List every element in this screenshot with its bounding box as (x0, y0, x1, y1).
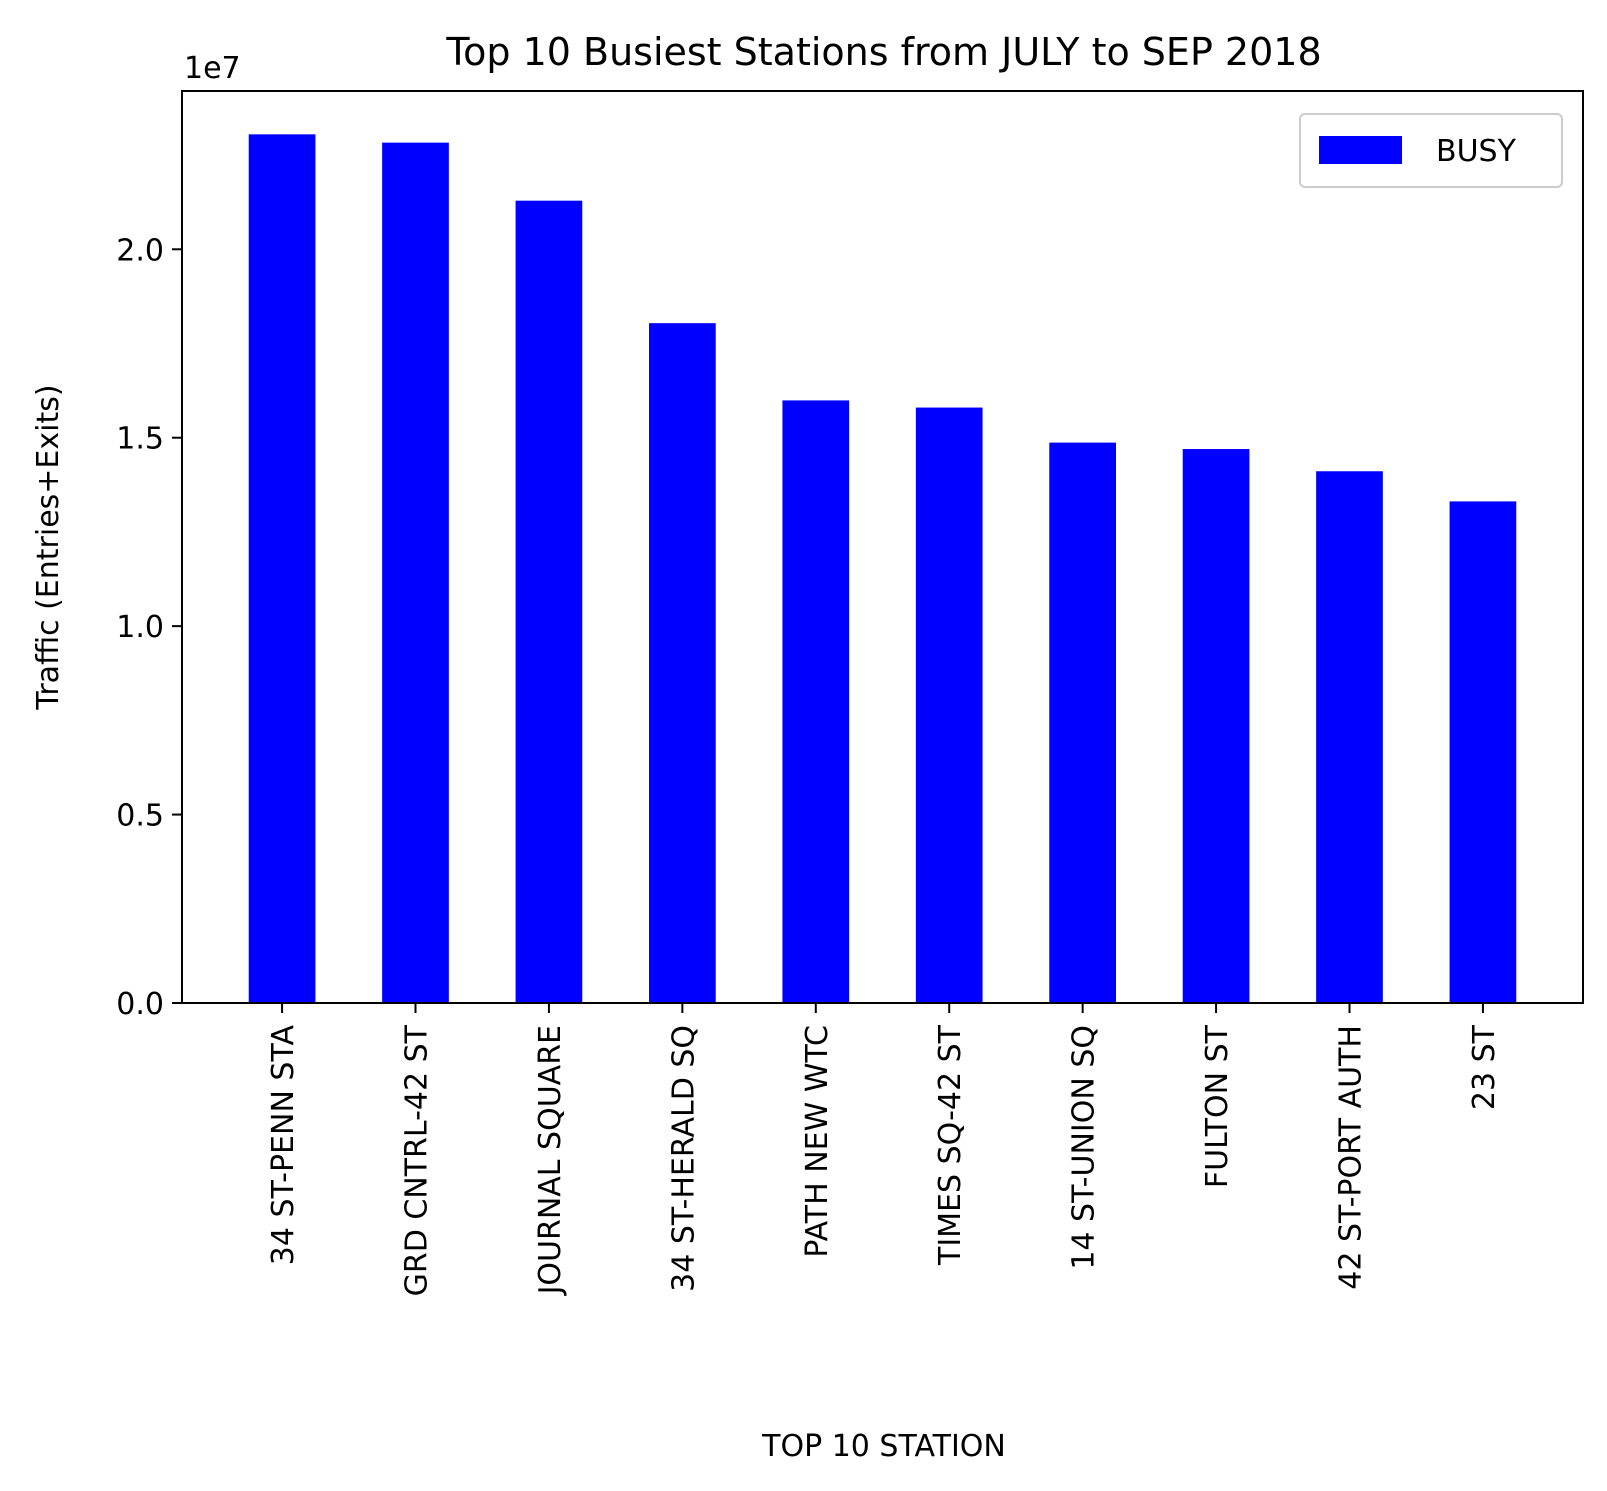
bar (649, 323, 716, 1003)
bar (1449, 501, 1517, 1003)
bar (915, 407, 983, 1003)
bar (1316, 471, 1383, 1003)
bar (1182, 449, 1250, 1003)
x-tick-label: 14 ST-UNION SQ (1067, 1025, 1102, 1270)
y-tick-label: 1.5 (116, 422, 164, 457)
x-axis-label: TOP 10 STATION (761, 1429, 1006, 1464)
bar (782, 400, 850, 1003)
chart-title: Top 10 Busiest Stations from JULY to SEP… (445, 30, 1321, 74)
legend-frame (1299, 113, 1563, 188)
y-axis-label: Traffic (Entries+Exits) (31, 384, 66, 710)
x-tick-label: JOURNAL SQUARE (533, 1025, 568, 1296)
bar (1049, 442, 1116, 1003)
legend-label: BUSY (1436, 134, 1517, 169)
legend-swatch (1319, 136, 1402, 164)
x-tick-label: FULTON ST (1200, 1024, 1235, 1188)
y-offset-label: 1e7 (184, 51, 241, 86)
x-tick-label: 42 ST-PORT AUTH (1334, 1025, 1369, 1290)
bar (248, 134, 316, 1004)
y-tick-label: 1.0 (116, 610, 164, 645)
bars-group (248, 134, 1517, 1004)
y-tick-label: 0.5 (116, 799, 164, 834)
y-tick-label: 2.0 (116, 233, 164, 268)
x-axis-ticks: 34 ST-PENN STA GRD CNTRL-42 ST JOURNAL SQU… (266, 1003, 1502, 1296)
x-tick-label: 34 ST-HERALD SQ (666, 1025, 701, 1292)
x-tick-label: PATH NEW WTC (800, 1025, 835, 1258)
x-tick-label: TIMES SQ-42 ST (933, 1024, 968, 1266)
x-tick-label: GRD CNTRL-42 ST (400, 1024, 435, 1296)
legend: BUSY (1299, 113, 1563, 188)
y-tick-label: 0.0 (116, 987, 164, 1022)
bar (515, 200, 583, 1004)
y-axis-ticks: 0.0 0.5 1.0 1.5 2.0 (116, 233, 182, 1022)
x-tick-label: 23 ST (1467, 1024, 1502, 1110)
plot-frame (181, 90, 1584, 1004)
x-tick-label: 34 ST-PENN STA (266, 1025, 301, 1266)
bar (382, 142, 449, 1003)
